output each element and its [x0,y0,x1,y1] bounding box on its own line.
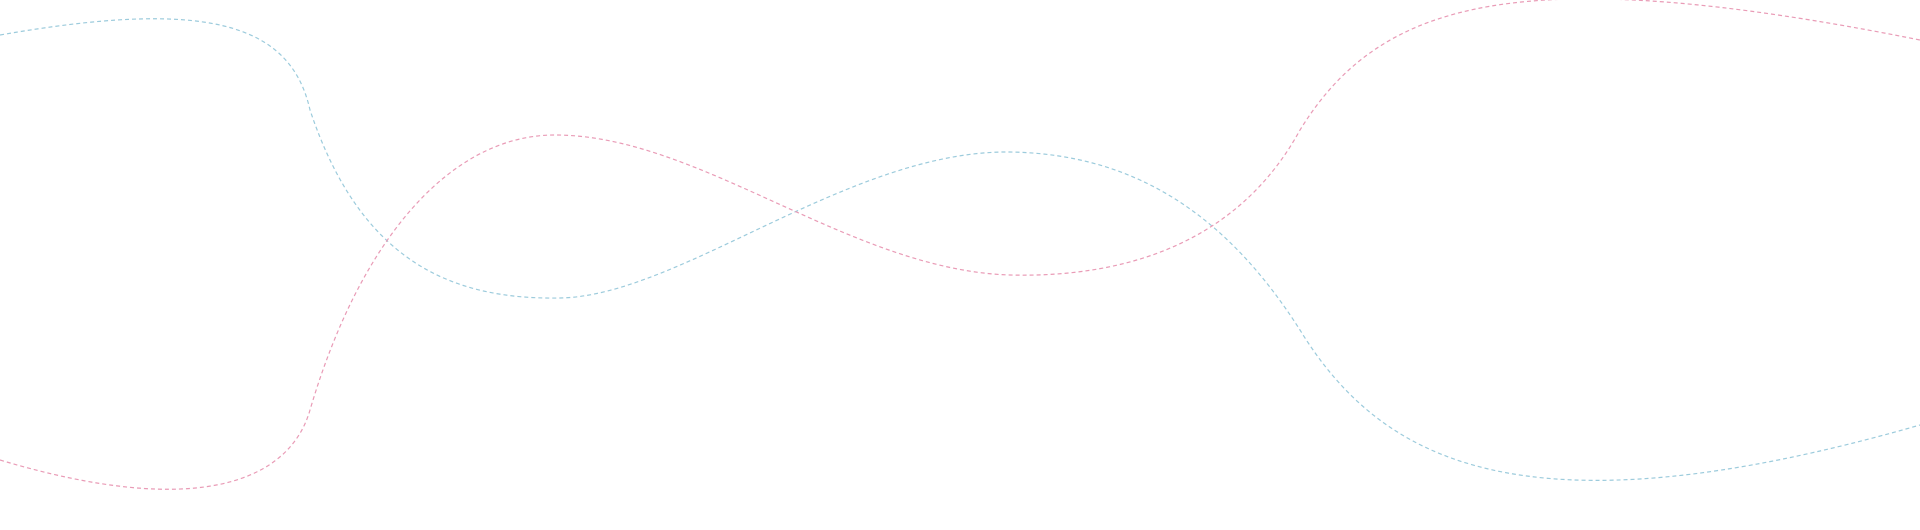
blue-wave-curve [0,18,1920,481]
pink-wave-curve [0,0,1920,490]
